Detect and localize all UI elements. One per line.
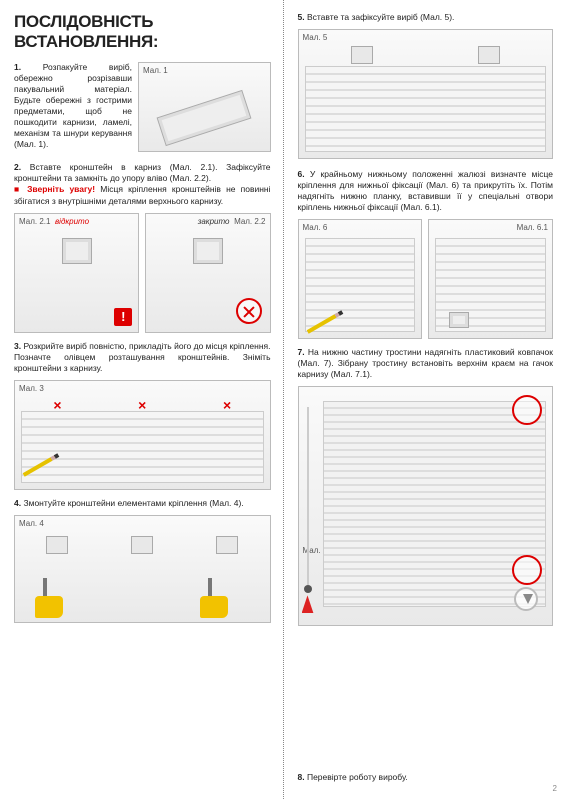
step-8-num: 8.	[298, 772, 305, 782]
step-7-num: 7.	[298, 347, 305, 357]
step-7-body: На нижню частину тростини надягніть плас…	[298, 347, 554, 379]
step-1-body: Розпакуйте виріб, обережно розрізавши па…	[14, 62, 132, 149]
step-1-text: 1. Розпакуйте виріб, обережно розрізавши…	[14, 62, 132, 150]
figure-3-label: Мал. 3	[19, 384, 44, 393]
step-6-num: 6.	[298, 169, 305, 179]
figure-7-wrap: Мал. 7 Мал. 7.1	[298, 386, 554, 764]
step-3-num: 3.	[14, 341, 21, 351]
cord-cap	[304, 585, 312, 593]
page-number: 2	[553, 784, 557, 793]
drill-icon-right	[200, 582, 240, 618]
step-4-text: 4. Змонтуйте кронштейни елементами кріпл…	[14, 498, 271, 509]
figure-1-label: Мал. 1	[143, 66, 168, 75]
red-x-icon	[236, 298, 262, 324]
mounts-5	[299, 46, 553, 66]
figure-5-wrap: Мал. 5	[298, 29, 554, 159]
step-3-body: Розкрийте виріб повністю, прикладіть йог…	[14, 341, 271, 373]
mounts-illustration	[15, 536, 270, 556]
figure-6-label: Мал. 6	[303, 223, 328, 232]
figure-3-wrap: Мал. 3 ×××	[14, 380, 271, 490]
drill-icon-left	[35, 582, 75, 618]
step-2-warn-label: Зверніть увагу!	[27, 184, 95, 194]
step-4-num: 4.	[14, 498, 21, 508]
step-6-text: 6. У крайньому нижньому положенні жалюзі…	[298, 169, 554, 213]
slats-5	[305, 66, 547, 152]
arrow-down-icon	[514, 587, 538, 611]
slats-6	[305, 238, 416, 332]
step-3-text: 3. Розкрийте виріб повністю, прикладіть …	[14, 341, 271, 374]
cord	[307, 407, 309, 585]
figure-4-label: Мал. 4	[19, 519, 44, 528]
figure-5-label: Мал. 5	[303, 33, 328, 42]
step-7-text: 7. На нижню частину тростини надягніть п…	[298, 347, 554, 380]
step-5-num: 5.	[298, 12, 305, 22]
step-6-body: У крайньому нижньому положенні жалюзі ви…	[298, 169, 554, 212]
step-4-body: Змонтуйте кронштейни елементами кріпленн…	[23, 498, 243, 508]
step-8-text: 8. Перевірте роботу виробу.	[298, 772, 554, 783]
bracket-illustration	[157, 90, 252, 146]
figure-2-pair: Мал. 2.1 відкрито ! закрито Мал. 2.2	[14, 213, 271, 333]
page: ПОСЛІДОВНІСТЬ ВСТАНОВЛЕННЯ: 1. Розпакуйт…	[0, 0, 565, 799]
figure-7: Мал. 7 Мал. 7.1	[298, 386, 554, 626]
figure-6: Мал. 6	[298, 219, 423, 339]
figure-3: Мал. 3 ×××	[14, 380, 271, 490]
figure-6-pair: Мал. 6 Мал. 6.1	[298, 219, 554, 339]
bottom-bracket	[449, 312, 469, 328]
red-tassel	[302, 595, 314, 613]
step-1-num: 1.	[14, 62, 21, 72]
warning-icon: ■	[14, 184, 27, 194]
step-5-text: 5. Вставте та зафіксуйте виріб (Мал. 5).	[298, 12, 554, 23]
page-title: ПОСЛІДОВНІСТЬ ВСТАНОВЛЕННЯ:	[14, 12, 271, 52]
x-marks: ×××	[15, 397, 270, 411]
step-1: 1. Розпакуйте виріб, обережно розрізавши…	[14, 62, 271, 156]
right-column: 5. Вставте та зафіксуйте виріб (Мал. 5).…	[283, 0, 565, 799]
step-5-body: Вставте та зафіксуйте виріб (Мал. 5).	[307, 12, 454, 22]
figure-2-1-label: Мал. 2.1	[19, 217, 50, 226]
figure-2-1: Мал. 2.1 відкрито !	[14, 213, 139, 333]
step-8-body: Перевірте роботу виробу.	[307, 772, 408, 782]
warning-box: !	[114, 308, 132, 326]
figure-6-1-label: Мал. 6.1	[517, 223, 548, 232]
bracket-closed	[193, 238, 223, 264]
closed-label: закрито	[198, 217, 230, 226]
left-column: ПОСЛІДОВНІСТЬ ВСТАНОВЛЕННЯ: 1. Розпакуйт…	[0, 0, 283, 799]
open-label: відкрито	[55, 217, 89, 226]
figure-6-1: Мал. 6.1	[428, 219, 553, 339]
step-2-body: Вставте кронштейн в карниз (Мал. 2.1). З…	[14, 162, 271, 183]
step-2-num: 2.	[14, 162, 21, 172]
figure-1: Мал. 1	[138, 62, 271, 152]
step-2-text: 2. Вставте кронштейн в карниз (Мал. 2.1)…	[14, 162, 271, 206]
figure-4-wrap: Мал. 4	[14, 515, 271, 623]
bracket-open	[62, 238, 92, 264]
figure-2-2-label: Мал. 2.2	[234, 217, 265, 226]
figure-4: Мал. 4	[14, 515, 271, 623]
figure-2-2: закрито Мал. 2.2	[145, 213, 270, 333]
slats-illustration	[21, 411, 264, 483]
figure-5: Мал. 5	[298, 29, 554, 159]
